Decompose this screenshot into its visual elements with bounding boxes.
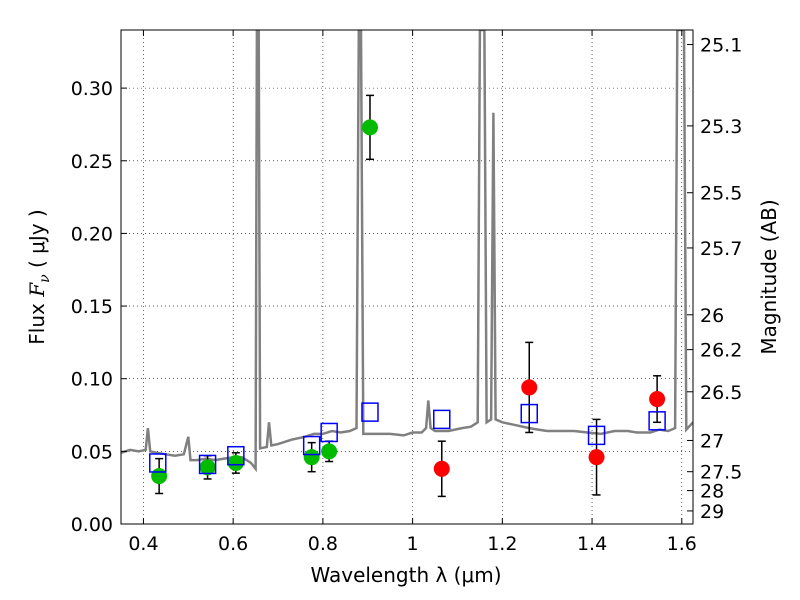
model-square-marker: [433, 409, 451, 430]
x-tick-label: 0.8: [308, 533, 338, 555]
right-tick-label: 25.1: [700, 35, 742, 57]
y-axis-right-title: Magnitude (AB): [757, 199, 781, 354]
y-axis-title: Flux Fν ( μJy ): [25, 209, 53, 344]
right-tick-label: 25.3: [700, 116, 742, 138]
x-tick-label: 1: [407, 533, 419, 555]
data-point-marker: [151, 468, 168, 485]
data-point-marker: [303, 449, 320, 466]
data-point-marker: [321, 443, 338, 460]
y-tick-label: 0.15: [71, 296, 113, 318]
data-point-marker: [227, 454, 244, 471]
y-tick-label: 0.05: [71, 441, 113, 463]
y-tick-label: 0.25: [71, 151, 113, 173]
x-tick-label: 1.4: [577, 533, 607, 555]
data-point-marker: [361, 119, 378, 136]
model-square-marker: [361, 402, 379, 422]
y-tick-label: 0.20: [71, 223, 113, 245]
model-square-marker: [227, 445, 245, 466]
x-tick-label: 1.6: [667, 533, 697, 555]
spectrum-line: [121, 30, 693, 473]
model-square-marker: [520, 403, 539, 424]
right-tick-label: 29: [700, 501, 724, 523]
data-points: [149, 94, 666, 498]
data-point-marker: [521, 379, 538, 396]
axes: 0.4 0.6 0.8 1 1.2 1.4 1.6 0.00 0.05 0.10 0.15 0.20 0…: [71, 30, 742, 555]
right-tick-label: 25.5: [700, 183, 742, 205]
right-tick-label: 28: [700, 481, 724, 503]
right-tick-label: 27: [700, 430, 724, 452]
right-tick-label: 26.2: [700, 340, 742, 362]
data-point-marker: [433, 460, 450, 477]
model-square-marker: [198, 454, 217, 475]
model-square-marker: [149, 453, 167, 473]
x-tick-label: 1.2: [487, 533, 517, 555]
plot-background: [121, 30, 693, 524]
data-point-marker: [588, 449, 605, 466]
plot-frame: [120, 29, 694, 525]
model-square-marker: [648, 411, 666, 431]
x-tick-label: 0.4: [128, 533, 158, 555]
model-square-marker: [587, 425, 606, 446]
right-tick-label: 25.7: [700, 238, 742, 260]
data-point-marker: [199, 459, 216, 476]
y-tick-label: 0.00: [71, 514, 113, 536]
data-point-marker: [649, 391, 666, 408]
model-spectrum: [121, 30, 693, 473]
right-tick-label: 26: [700, 305, 724, 327]
y-tick-label: 0.10: [71, 369, 113, 391]
right-tick-label: 26.5: [700, 382, 742, 404]
model-square-marker: [320, 422, 338, 443]
x-tick-label: 0.6: [218, 533, 248, 555]
model-square-marker: [302, 435, 321, 456]
right-tick-label: 27.5: [700, 462, 742, 484]
y-tick-label: 0.30: [71, 78, 113, 100]
x-axis-title: Wavelength λ (μm): [310, 563, 501, 587]
